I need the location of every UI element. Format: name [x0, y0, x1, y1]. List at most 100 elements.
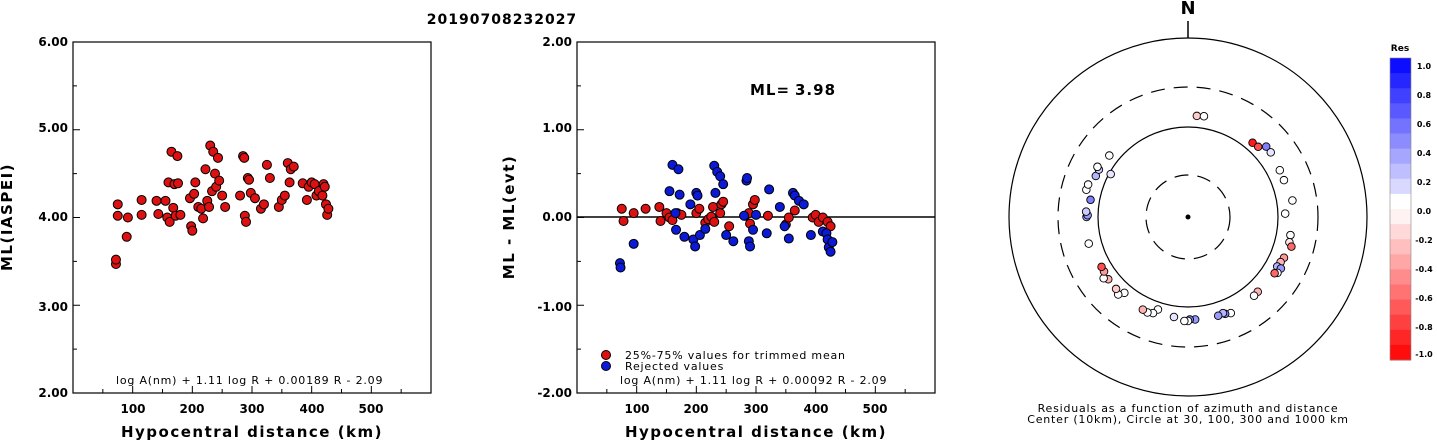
colorbar-swatch — [1390, 88, 1411, 104]
data-point-rejected — [805, 230, 816, 241]
colorbar-swatch — [1390, 148, 1411, 165]
data-point-trimmed — [783, 212, 794, 223]
station-marker — [1111, 284, 1121, 294]
data-point-rejected — [739, 210, 750, 221]
data-point — [136, 194, 147, 205]
station-marker — [1093, 162, 1102, 172]
colorbar-tick: 0.4 — [1417, 149, 1432, 158]
data-point-rejected — [779, 221, 790, 232]
data-point — [190, 177, 201, 188]
station-marker — [1261, 142, 1271, 151]
data-point-rejected — [761, 228, 772, 239]
data-point-trimmed — [749, 194, 760, 205]
data-point-trimmed — [618, 216, 629, 227]
data-point — [122, 212, 133, 223]
data-point-trimmed — [709, 216, 720, 227]
colorbar-swatch — [1390, 73, 1411, 89]
station-marker — [1249, 291, 1259, 300]
data-point — [258, 199, 269, 210]
data-point-rejected — [674, 189, 685, 200]
data-point-rejected — [764, 184, 775, 195]
y-tick-label: 0.00 — [542, 210, 572, 224]
data-point-rejected — [718, 179, 729, 190]
epicenter-dot — [1185, 214, 1191, 220]
data-point — [200, 164, 211, 175]
colorbar-swatch — [1390, 284, 1411, 301]
data-point — [153, 208, 164, 219]
data-point — [244, 174, 255, 185]
data-point-trimmed — [762, 210, 773, 221]
y-tick-label: 1.00 — [542, 121, 572, 135]
colorbar-swatch — [1390, 329, 1411, 346]
data-point-rejected — [825, 246, 836, 257]
x-tick-label: 200 — [683, 402, 708, 416]
station-marker — [1280, 209, 1290, 218]
data-point — [164, 216, 175, 227]
colorbar-frame — [1389, 57, 1412, 361]
colorbar-swatch — [1390, 209, 1411, 225]
figure-title: 20190708232027 — [427, 12, 577, 28]
colorbar-swatch — [1390, 118, 1411, 134]
x-tick-label: 400 — [803, 402, 828, 416]
colorbar-swatch — [1390, 299, 1411, 316]
data-point-trimmed — [708, 201, 719, 212]
panel-ml-residual: 2.00 1.00 0.00 -1.00 -2.00 100 200 300 4… — [500, 35, 936, 441]
data-point — [241, 216, 252, 227]
colorbar-tick: 0.0 — [1417, 207, 1432, 216]
y-tick-label: 2.00 — [38, 386, 68, 400]
colorbar-swatch — [1390, 163, 1411, 180]
data-point-trimmed — [789, 205, 800, 216]
station-marker — [1106, 169, 1115, 179]
data-point — [198, 213, 209, 224]
x-axis-label: Hypocentral distance (km) — [121, 423, 383, 441]
data-point — [187, 225, 198, 236]
station-marker — [1248, 138, 1257, 147]
colorbar-tick: -1.0 — [1415, 350, 1433, 359]
data-point-rejected — [774, 201, 785, 212]
colorbar-title: Res — [1391, 44, 1409, 54]
x-tick-label: 400 — [299, 402, 324, 416]
ml-label: ML= — [750, 81, 790, 99]
x-tick-label: 300 — [239, 402, 264, 416]
station-marker — [1083, 180, 1093, 189]
colorbar-tick: 0.6 — [1417, 120, 1432, 129]
tick-marks-2 — [577, 41, 906, 394]
panel-azimuth-polar: N Residuals as a function of azimuth and… — [1008, 0, 1368, 426]
data-point — [301, 194, 312, 205]
points-group-1 — [110, 140, 334, 270]
data-point — [235, 190, 246, 201]
station-marker — [1288, 196, 1297, 205]
station-marker — [1192, 111, 1202, 121]
data-point-rejected — [745, 241, 756, 252]
colorbar-swatch — [1390, 254, 1411, 270]
data-point — [323, 203, 334, 214]
x-tick-label: 200 — [179, 402, 204, 416]
data-point-rejected — [664, 186, 675, 197]
formula-label: log A(nm) + 1.11 log R + 0.00189 R - 2.0… — [116, 374, 383, 387]
colorbar: Res 1.0 0.8 0.6 0.4 0.2 0.0 -0.2 -0.4 -0… — [1389, 44, 1433, 361]
station-marker — [1286, 230, 1295, 240]
colorbar-swatch — [1390, 239, 1411, 255]
x-tick-label: 300 — [743, 402, 768, 416]
data-point-rejected — [721, 230, 732, 241]
data-point-trimmed — [724, 221, 735, 232]
data-point — [288, 161, 299, 172]
station-marker — [1287, 242, 1296, 251]
data-point — [175, 209, 186, 220]
colorbar-swatch — [1390, 178, 1411, 195]
data-point-rejected — [742, 173, 753, 184]
data-point — [284, 177, 295, 188]
data-point-rejected — [692, 190, 703, 201]
ring-300km — [1057, 86, 1319, 348]
data-point — [214, 175, 225, 186]
data-point — [239, 152, 250, 163]
colorbar-tick: -0.6 — [1415, 294, 1433, 303]
x-tick-label: 500 — [862, 402, 887, 416]
data-point — [151, 195, 162, 206]
data-point — [317, 190, 328, 201]
ring-100km — [1097, 126, 1279, 308]
data-point — [249, 193, 260, 204]
station-marker — [1253, 142, 1263, 152]
data-point-rejected — [685, 199, 696, 210]
colorbar-tick: -0.4 — [1415, 265, 1433, 274]
